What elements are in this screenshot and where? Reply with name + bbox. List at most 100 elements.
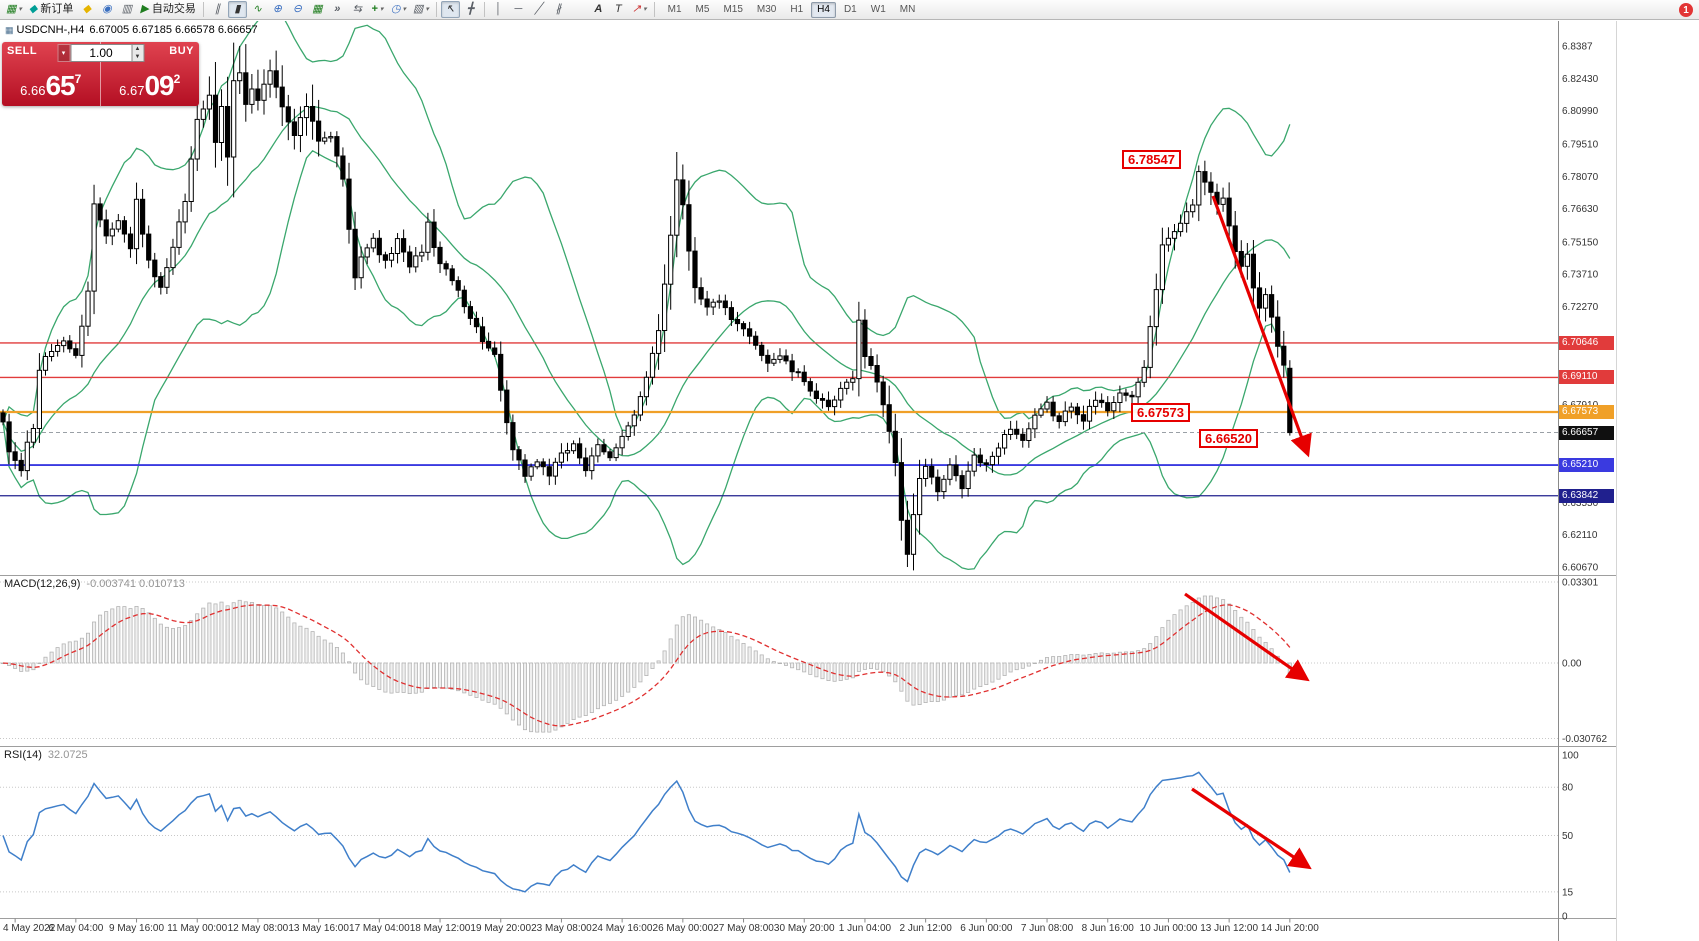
price-callout[interactable]: 6.66520 (1199, 429, 1258, 448)
notification-badge[interactable]: 1 (1679, 3, 1693, 17)
timeframe-d1[interactable]: D1 (843, 3, 857, 15)
chevron-down-icon: ▾ (425, 6, 429, 13)
timeframe-m5[interactable]: M5 (695, 3, 710, 15)
price-axis-tag[interactable]: 6.70646 (1559, 335, 1614, 350)
price-axis-tag[interactable]: 6.69110 (1559, 370, 1614, 385)
timeframe-w1[interactable]: W1 (870, 3, 886, 15)
buy-price: 6.67092 (101, 70, 200, 102)
chevron-down-icon: ▾ (402, 6, 406, 13)
sell-button[interactable]: SELL 6.66657 (2, 42, 101, 106)
horizontal-level-lines[interactable] (0, 342, 1558, 497)
price-axis-tag[interactable]: 6.66657 (1559, 425, 1614, 440)
svg-text:17 May 04:00: 17 May 04:00 (349, 923, 410, 934)
line-chart-button[interactable]: ∿ (248, 1, 267, 18)
rsi-label: RSI(14) 32.0725 (4, 749, 88, 761)
macd-values: -0.003741 0.010713 (86, 578, 185, 590)
rsi-indicator (0, 771, 1558, 893)
text-icon: A (594, 3, 603, 15)
main-toolbar: ▦ ▾ ◆ 新订单 ◆ ◉ ▥ ▶ 自动交易 ∥ ▮ ∿ ⊕ ⊖ ▦ » ⇆ + ▾ ◷… (0, 0, 1699, 20)
svg-text:6.78070: 6.78070 (1562, 172, 1599, 183)
auto-scroll-button[interactable]: » (328, 1, 347, 18)
candlestick-chart-button[interactable]: ▮ (227, 1, 247, 18)
new-order-icon: ◆ (28, 3, 38, 15)
metaeditor-button[interactable]: ◆ (77, 1, 96, 18)
svg-text:7 Jun 08:00: 7 Jun 08:00 (1021, 923, 1074, 934)
timeframe-m15[interactable]: M15 (723, 3, 743, 15)
autotrading-button[interactable]: ▶ 自动交易 (137, 1, 198, 18)
metaeditor-icon: ◆ (82, 3, 92, 15)
price-axis-tag[interactable]: 6.63842 (1559, 488, 1614, 503)
trendline-icon: ╱ (535, 3, 542, 15)
data-window-icon: ▥ (121, 3, 133, 15)
text-label-button[interactable]: T (609, 1, 628, 18)
trendline-button[interactable]: ╱ (529, 1, 548, 18)
text-button[interactable]: A (589, 1, 608, 18)
svg-text:27 May 08:00: 27 May 08:00 (713, 923, 774, 934)
svg-text:30 May 20:00: 30 May 20:00 (774, 923, 835, 934)
horizontal-line-icon: ─ (514, 3, 523, 15)
svg-text:-0.030762: -0.030762 (1562, 734, 1607, 745)
svg-text:80: 80 (1562, 783, 1574, 794)
timeframe-mn[interactable]: MN (899, 3, 916, 15)
svg-text:6.79510: 6.79510 (1562, 139, 1599, 150)
timeframe-h4[interactable]: H4 (811, 1, 836, 18)
new-chart-button[interactable]: ▦ ▾ (3, 1, 25, 18)
arrow-tool-icon: ↗ (631, 3, 642, 15)
svg-text:6.75150: 6.75150 (1562, 237, 1599, 248)
channel-button[interactable]: ∦ (549, 1, 568, 18)
vertical-line-button[interactable]: │ (489, 1, 508, 18)
buy-price-head: 6.67 (119, 83, 145, 98)
order-type-dropdown[interactable]: ▾ (57, 44, 70, 62)
templates-button[interactable]: ▧ ▾ (410, 1, 432, 18)
sell-price-big: 65 (45, 70, 75, 101)
arrows-tool-button[interactable]: ↗ ▾ (629, 1, 650, 18)
price-axis-tag[interactable]: 6.65210 (1559, 458, 1614, 473)
new-order-button[interactable]: ◆ 新订单 (26, 1, 76, 18)
indicators-button[interactable]: + ▾ (368, 1, 387, 18)
chart-shift-button[interactable]: ⇆ (348, 1, 367, 18)
text-label-icon: T (615, 3, 622, 15)
price-callout[interactable]: 6.67573 (1131, 403, 1190, 422)
timeframe-m1[interactable]: M1 (667, 3, 682, 15)
indicators-icon: + (371, 3, 378, 15)
timeframe-toolbar: M1 M5 M15 M30 H1 H4 D1 W1 MN (661, 1, 923, 18)
periods-button[interactable]: ◷ ▾ (388, 1, 409, 18)
fibonacci-button[interactable] (569, 1, 588, 18)
horizontal-line-button[interactable]: ─ (509, 1, 528, 18)
chart-title-ohlc: 6.67005 6.67185 6.66578 6.66657 (89, 24, 258, 36)
sell-price-head: 6.66 (20, 83, 46, 98)
stepper-down-icon[interactable]: ▼ (134, 54, 141, 60)
volume-input[interactable]: 1.00 (70, 44, 132, 62)
chevron-down-icon: ▾ (18, 6, 22, 13)
svg-text:0: 0 (1562, 912, 1568, 923)
volume-stepper[interactable]: ▲ ▼ (132, 44, 144, 62)
stepper-up-icon[interactable]: ▲ (134, 46, 141, 52)
vertical-line-icon: │ (494, 3, 502, 15)
zoom-in-button[interactable]: ⊕ (268, 1, 287, 18)
svg-text:26 May 00:00: 26 May 00:00 (653, 923, 714, 934)
price-axis-tag[interactable]: 6.67573 (1559, 404, 1614, 419)
tile-windows-button[interactable]: ▦ (308, 1, 327, 18)
timeframe-m30[interactable]: M30 (756, 3, 777, 15)
buy-button[interactable]: BUY 6.67092 (101, 42, 200, 106)
market-watch-button[interactable]: ◉ (97, 1, 116, 18)
market-watch-icon: ◉ (102, 3, 112, 15)
svg-text:6 May 04:00: 6 May 04:00 (48, 923, 103, 934)
svg-text:6.62110: 6.62110 (1562, 530, 1598, 541)
trend-arrows[interactable] (1184, 195, 1312, 870)
zoom-out-button[interactable]: ⊖ (288, 1, 307, 18)
svg-text:6.60670: 6.60670 (1562, 563, 1599, 574)
svg-text:14 Jun 20:00: 14 Jun 20:00 (1261, 923, 1319, 934)
price-callout[interactable]: 6.78547 (1122, 150, 1181, 169)
bar-chart-button[interactable]: ∥ (208, 1, 227, 18)
bar-chart-icon: ∥ (214, 3, 221, 15)
timeframe-h1[interactable]: H1 (790, 3, 804, 15)
data-window-button[interactable]: ▥ (117, 1, 136, 18)
svg-text:6.63550: 6.63550 (1562, 498, 1599, 509)
crosshair-button[interactable]: ╋ (461, 1, 480, 18)
cursor-button[interactable]: ↖ (440, 1, 460, 18)
sell-label: SELL (7, 45, 38, 57)
svg-text:6.73710: 6.73710 (1562, 270, 1599, 281)
